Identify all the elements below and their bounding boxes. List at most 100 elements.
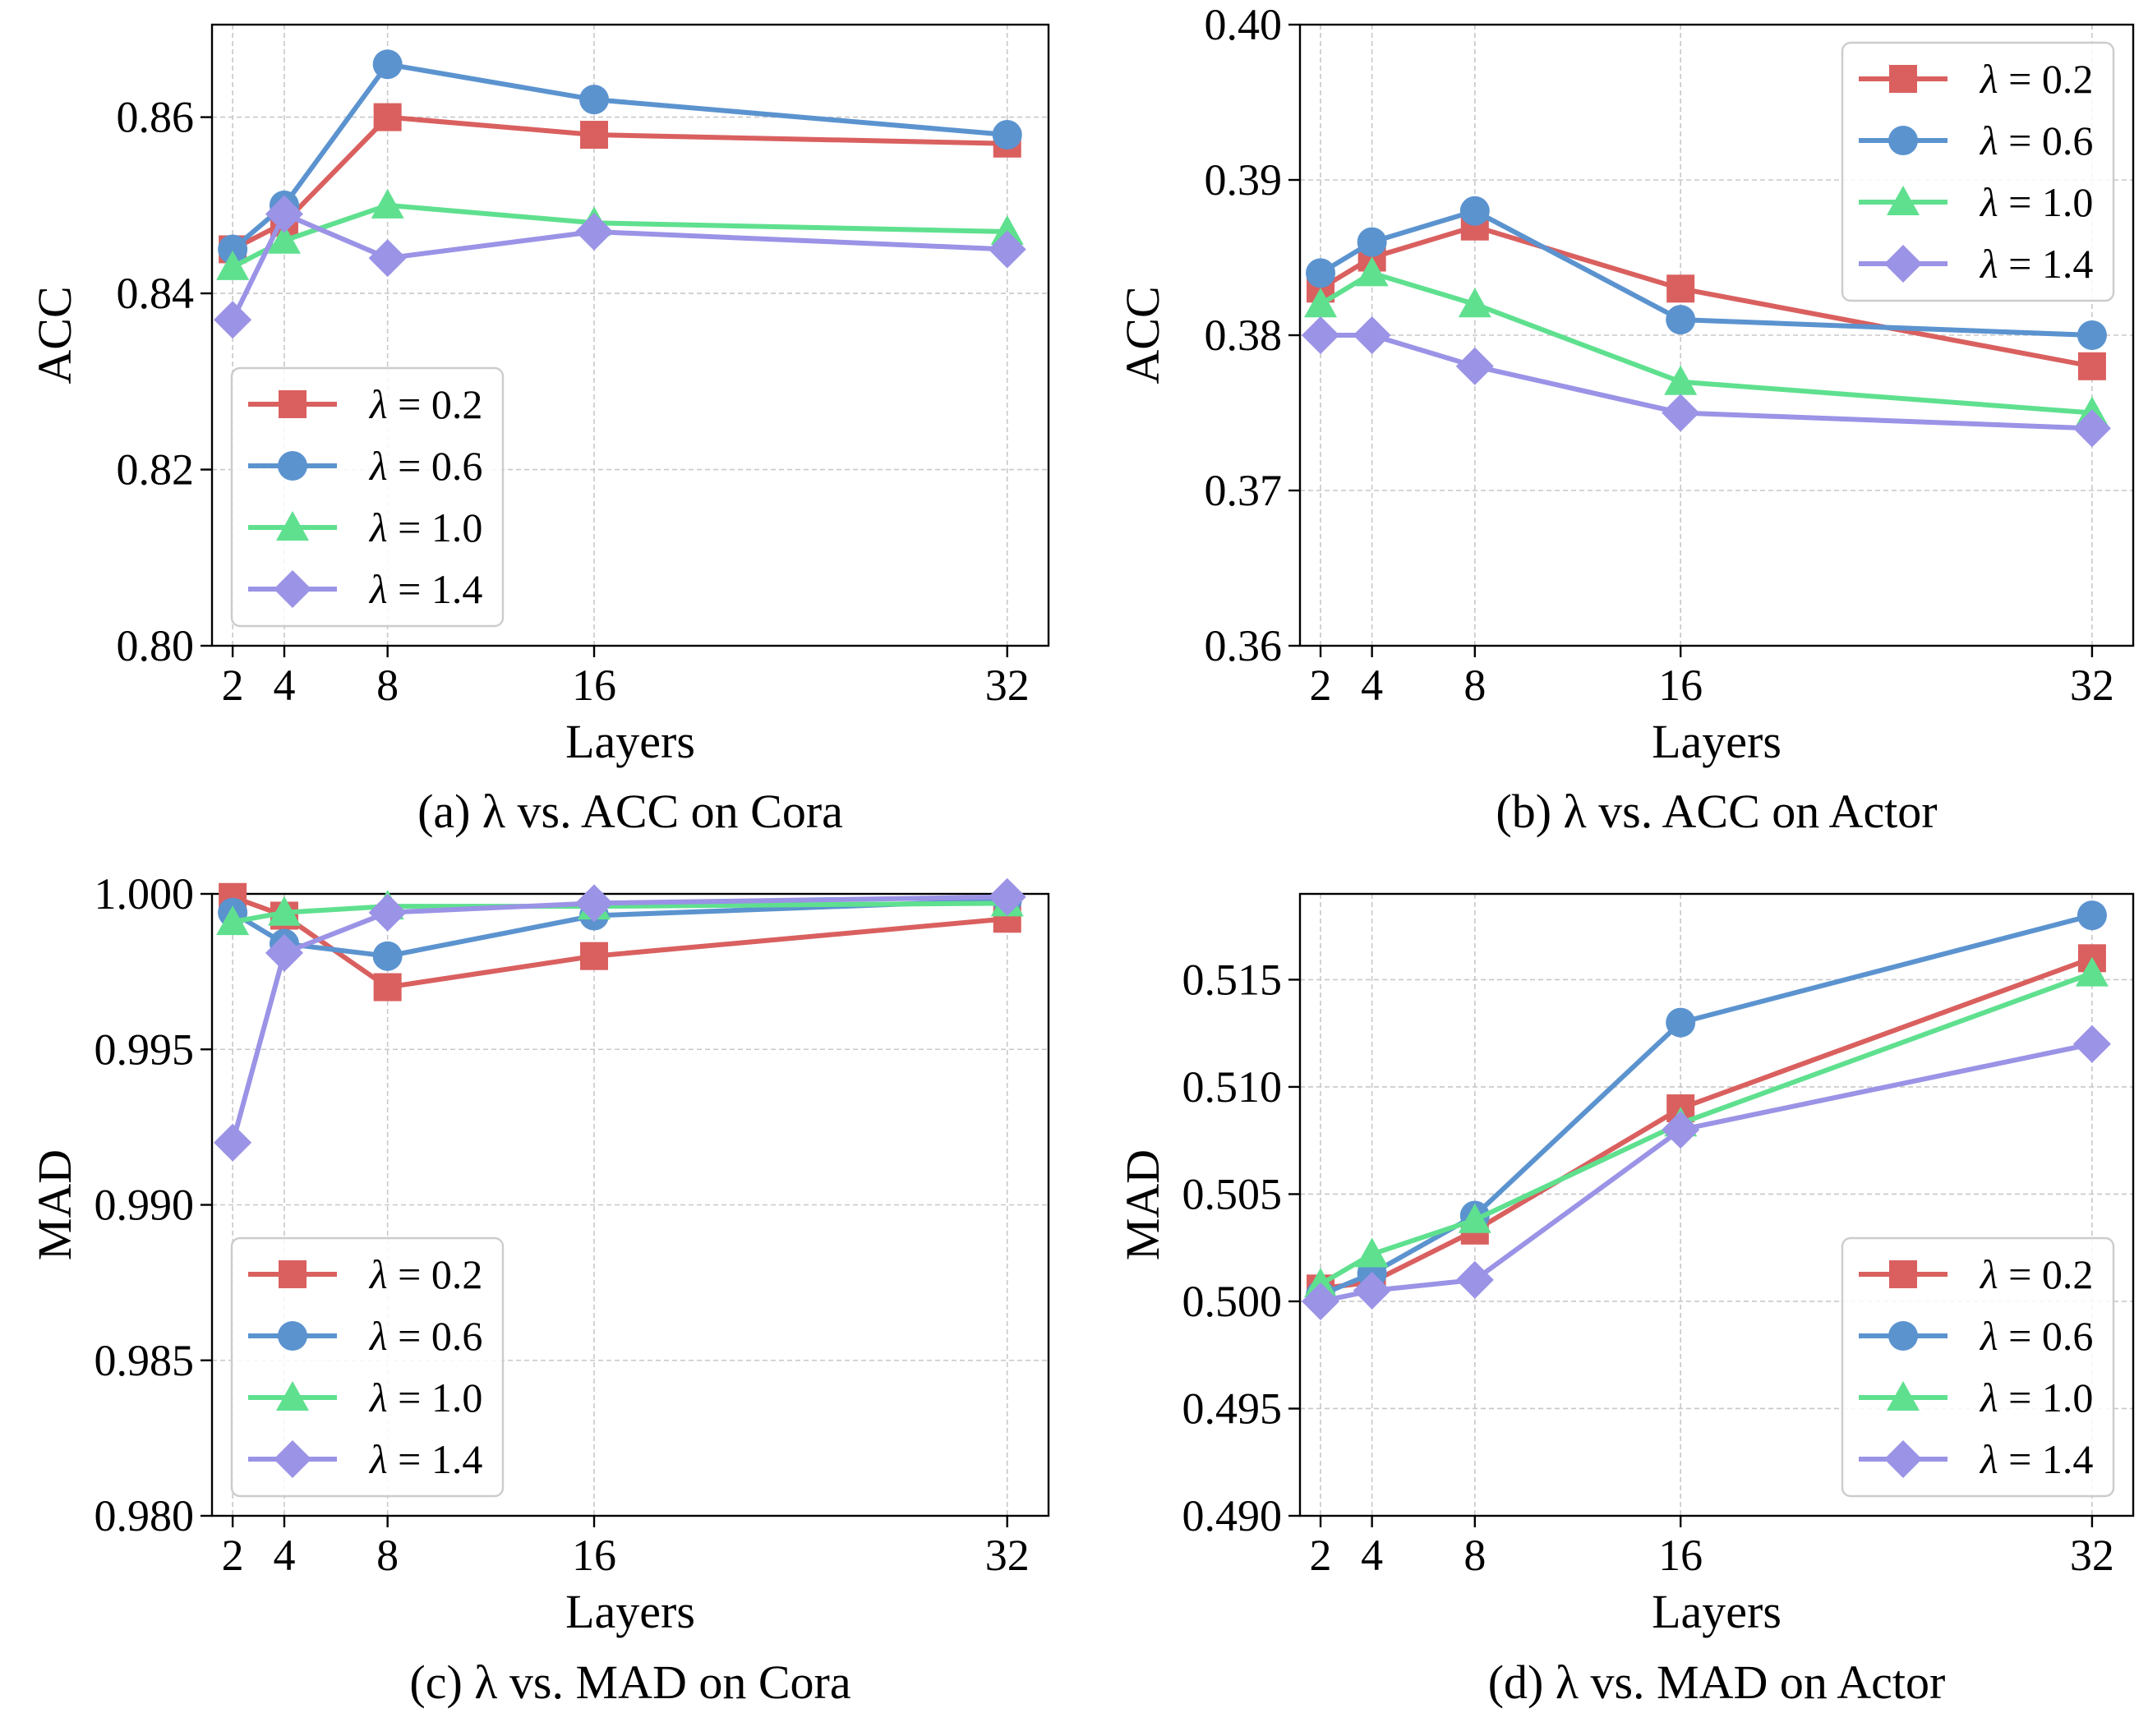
x-tick-label: 32 (2070, 661, 2114, 710)
data-point-marker (1666, 1007, 1696, 1038)
data-point-marker (1455, 1260, 1494, 1299)
data-point-marker (1662, 394, 1700, 432)
x-tick-label: 16 (572, 661, 616, 710)
y-tick-label: 0.37 (1205, 466, 1283, 515)
legend-label: λ = 0.2 (368, 1251, 482, 1297)
legend-label: λ = 1.4 (1979, 241, 2093, 287)
x-tick-label: 8 (1463, 1531, 1486, 1580)
data-point-marker (1664, 365, 1698, 395)
data-point-marker (1353, 1271, 1391, 1310)
data-point-marker (1357, 227, 1387, 257)
data-point-marker (2072, 409, 2111, 448)
data-point-marker (2072, 1025, 2111, 1063)
x-tick-label: 16 (1658, 1531, 1703, 1580)
legend-marker (276, 511, 309, 541)
data-point-marker (988, 230, 1026, 269)
y-tick-label: 0.990 (94, 1181, 195, 1230)
panel-caption: (c) λ vs. MAD on Cora (409, 1655, 850, 1709)
x-tick-label: 32 (2070, 1531, 2114, 1580)
y-tick-label: 0.995 (94, 1025, 195, 1074)
y-tick-label: 0.505 (1182, 1169, 1283, 1218)
y-tick-label: 0.36 (1205, 621, 1283, 670)
data-point-marker (214, 1123, 252, 1162)
legend-marker (1884, 1440, 1922, 1478)
data-point-marker (1302, 316, 1340, 354)
panel-caption: (d) λ vs. MAD on Actor (1488, 1655, 1946, 1709)
legend: λ = 0.2 λ = 0.6 λ = 1.0 λ = 1.4 (1841, 1236, 2115, 1498)
legend-marker (1887, 1381, 1920, 1411)
data-point-marker (2075, 956, 2109, 987)
legend-label: λ = 0.6 (368, 443, 482, 489)
data-point-marker (1355, 1237, 1389, 1268)
data-point-marker (575, 884, 614, 923)
y-tick-label: 0.980 (94, 1491, 195, 1540)
data-point-marker (216, 250, 250, 280)
legend-marker (1887, 186, 1920, 215)
data-point-marker (990, 215, 1024, 245)
data-point-marker (372, 941, 403, 971)
data-point-marker (580, 121, 609, 150)
series-line (230, 894, 1007, 1144)
data-point-marker (988, 877, 1026, 916)
data-point-marker (1304, 288, 1338, 318)
data-point-marker (1455, 347, 1494, 385)
x-tick-label: 8 (1463, 661, 1486, 710)
data-point-marker (218, 234, 248, 265)
data-point-marker (579, 85, 610, 115)
y-tick-label: 0.500 (1182, 1277, 1283, 1326)
x-tick-label: 32 (985, 1531, 1030, 1580)
legend-box (1841, 41, 2115, 302)
data-point-marker (216, 905, 250, 936)
data-point-marker (368, 893, 407, 932)
plot-area-frame (210, 23, 1050, 647)
x-tick-label: 16 (572, 1531, 616, 1580)
legend-marker (1889, 1260, 1917, 1288)
x-tick-label: 2 (1310, 1531, 1332, 1580)
x-tick-label: 8 (376, 661, 399, 710)
x-tick-label: 2 (1310, 661, 1332, 710)
data-point-marker (1458, 288, 1491, 318)
x-axis-label: Layers (1652, 1585, 1782, 1638)
legend-marker (274, 570, 311, 608)
legend-marker (278, 451, 307, 481)
y-tick-label: 0.985 (94, 1336, 195, 1385)
x-tick-label: 4 (1361, 1531, 1383, 1580)
y-tick-label: 0.495 (1182, 1384, 1283, 1433)
legend-box (230, 1236, 505, 1498)
x-tick-label: 8 (376, 1531, 399, 1580)
legend-box (1841, 1236, 2115, 1498)
chart-panel-3: 0.980 0.985 0.990 0.995 1.000 2 4 8 16 32 Layers MA… (28, 869, 1050, 1709)
x-tick-label: 4 (1361, 661, 1383, 710)
y-tick-label: 1.000 (94, 869, 195, 919)
data-point-marker (1662, 1111, 1700, 1149)
legend-marker (279, 390, 307, 418)
legend-label: λ = 0.6 (368, 1313, 482, 1359)
legend-label: λ = 1.4 (1979, 1436, 2093, 1482)
y-tick-label: 0.38 (1205, 311, 1283, 360)
legend-label: λ = 0.6 (1979, 117, 2093, 163)
x-tick-label: 4 (273, 1531, 295, 1580)
x-tick-label: 4 (273, 661, 295, 710)
data-point-marker (1666, 305, 1696, 335)
legend-label: λ = 0.6 (1979, 1313, 2093, 1359)
y-tick-label: 0.40 (1205, 0, 1283, 49)
legend-label: λ = 0.2 (1979, 1251, 2093, 1297)
panel-caption: (b) λ vs. ACC on Actor (1496, 785, 1937, 838)
x-axis-label: Layers (565, 715, 695, 768)
legend-label: λ = 1.0 (368, 1375, 482, 1421)
chart-panel-2: 0.36 0.37 0.38 0.39 0.40 2 4 8 16 32 Layers ACC λ = … (1116, 0, 2135, 838)
legend-label: λ = 1.0 (1979, 1375, 2093, 1421)
data-point-marker (1353, 316, 1391, 354)
legend-label: λ = 1.4 (368, 566, 482, 612)
legend-marker (279, 1260, 307, 1288)
legend-marker (274, 1440, 311, 1478)
legend-marker (1888, 126, 1918, 155)
chart-panel-4: 0.490 0.495 0.500 0.505 0.510 0.515 2 4 8 16 32 Lay… (1116, 892, 2135, 1709)
y-axis-label: MAD (28, 1149, 81, 1260)
data-point-marker (1666, 274, 1695, 303)
y-axis-label: ACC (1116, 286, 1169, 384)
legend: λ = 0.2 λ = 0.6 λ = 1.0 λ = 1.4 (230, 366, 505, 628)
data-point-marker (2077, 352, 2106, 380)
